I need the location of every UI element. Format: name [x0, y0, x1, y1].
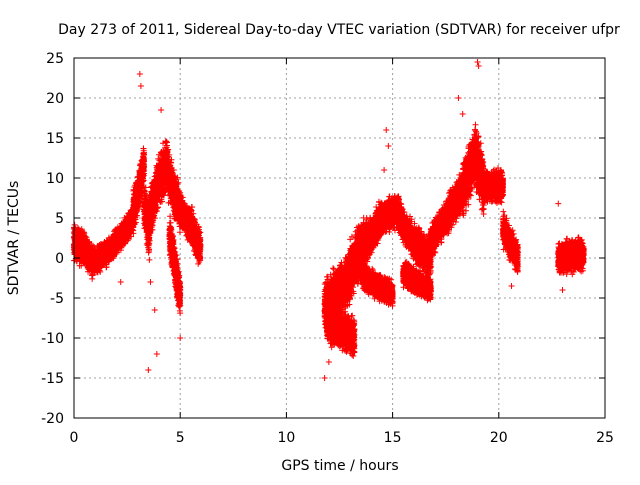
chart-svg: Day 273 of 2011, Sidereal Day-to-day VTE…	[0, 0, 640, 480]
data-points	[71, 59, 587, 381]
sdtvar-chart: Day 273 of 2011, Sidereal Day-to-day VTE…	[0, 0, 640, 480]
chart-title: Day 273 of 2011, Sidereal Day-to-day VTE…	[58, 22, 620, 38]
y-axis-label: SDTVAR / TECUs	[6, 181, 22, 296]
data-point	[146, 257, 152, 263]
x-axis-label: GPS time / hours	[281, 458, 398, 474]
grid	[74, 58, 605, 418]
